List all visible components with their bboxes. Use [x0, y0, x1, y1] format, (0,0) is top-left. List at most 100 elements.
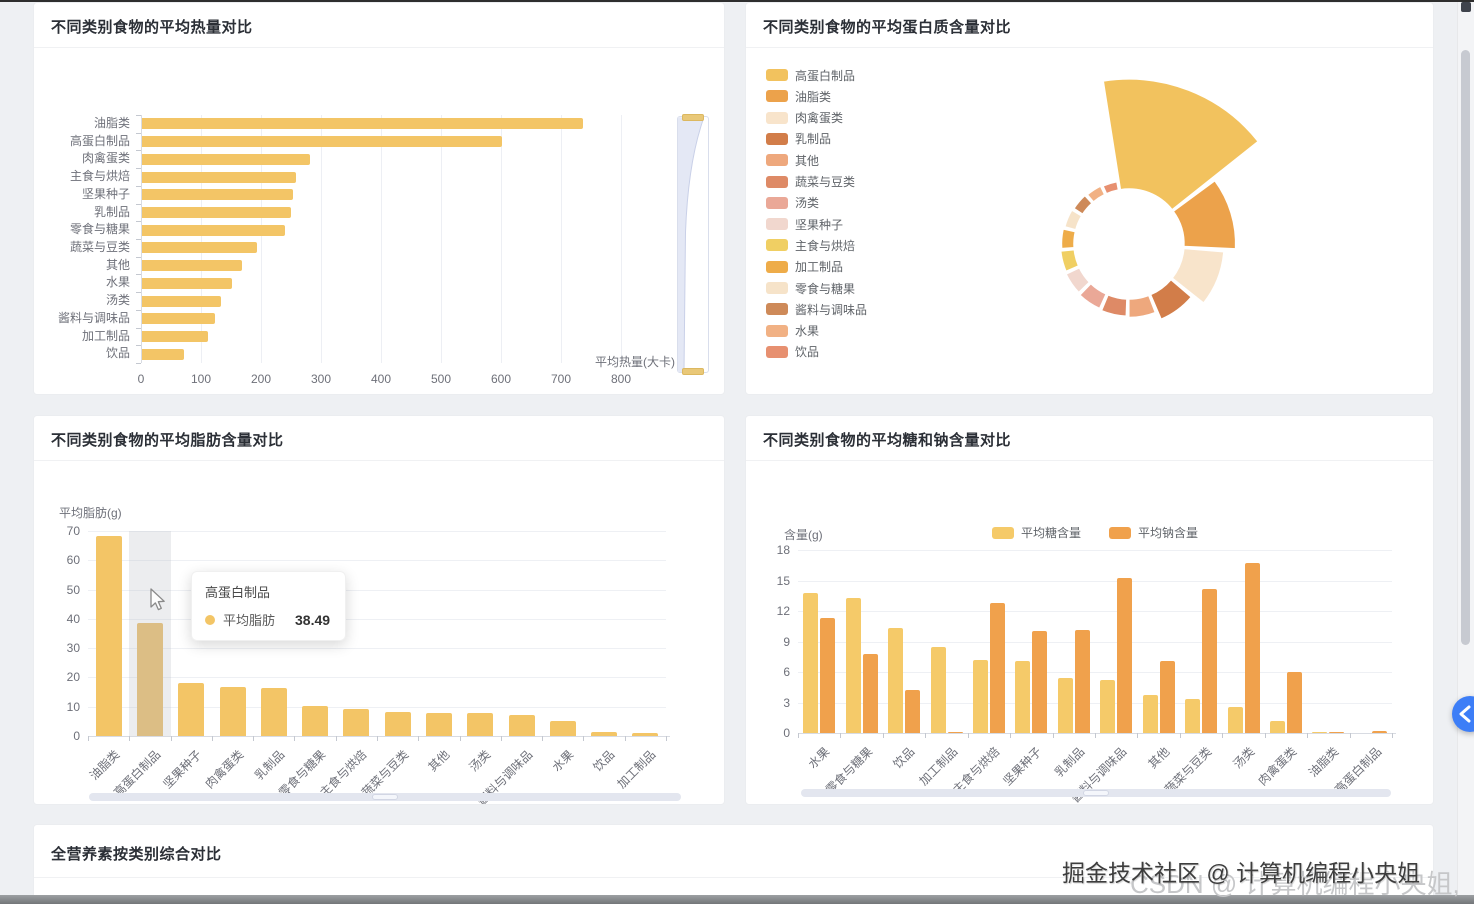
rose-slice-5[interactable]: [1100, 294, 1128, 317]
bar-1-6[interactable]: [1074, 630, 1090, 733]
legend-item-12[interactable]: 水果: [766, 323, 819, 339]
legend-item-7[interactable]: 坚果种子: [766, 216, 843, 232]
bar-3[interactable]: [142, 171, 297, 183]
bar-1-13[interactable]: [1371, 730, 1387, 733]
bar-0-7[interactable]: [1100, 680, 1116, 733]
bar-12[interactable]: [142, 330, 208, 342]
bar-0-2[interactable]: [888, 628, 904, 733]
bar-1-0[interactable]: [820, 618, 836, 733]
rose-slice-11[interactable]: [1073, 194, 1093, 215]
bar-0-10[interactable]: [1227, 706, 1243, 733]
page-scrollbar-thumb[interactable]: [1461, 50, 1470, 645]
legend-item-6[interactable]: 汤类: [766, 195, 819, 211]
datazoom-scrollbar-handle[interactable]: [372, 794, 398, 800]
rose-slice-0[interactable]: [1102, 78, 1259, 211]
bar-8[interactable]: [425, 713, 452, 736]
legend-label: 高蛋白制品: [795, 68, 856, 83]
bar-8[interactable]: [142, 260, 242, 272]
bar-9[interactable]: [467, 713, 494, 736]
bar-1[interactable]: [142, 136, 502, 148]
bar-0-11[interactable]: [1269, 720, 1285, 733]
bar-0-0[interactable]: [803, 592, 819, 733]
rose-slice-9[interactable]: [1060, 228, 1077, 250]
bar-7[interactable]: [142, 242, 257, 254]
bar-0-4[interactable]: [972, 659, 988, 733]
legend-item-10[interactable]: 零食与糖果: [766, 280, 855, 296]
datazoom-handle-bottom[interactable]: [682, 368, 704, 375]
rose-slice-4[interactable]: [1128, 294, 1157, 319]
bar-10[interactable]: [142, 295, 221, 307]
rose-slice-12[interactable]: [1086, 185, 1106, 203]
gridline: [798, 641, 1392, 643]
bar-13[interactable]: [142, 348, 184, 360]
datazoom-slider-vertical[interactable]: [677, 114, 709, 375]
datazoom-scrollbar[interactable]: [89, 793, 681, 801]
bar-0-1[interactable]: [845, 597, 861, 733]
bar-5[interactable]: [302, 705, 329, 736]
bar-2[interactable]: [178, 682, 205, 736]
legend-item-1[interactable]: 平均钠含量: [1109, 524, 1198, 541]
legend-item-11[interactable]: 酱料与调味品: [766, 301, 867, 317]
bar-11[interactable]: [549, 720, 576, 736]
x-tick-label: 800: [610, 372, 632, 386]
legend-item-0[interactable]: 高蛋白制品: [766, 67, 855, 83]
bar-9[interactable]: [142, 277, 232, 289]
bar-1-3[interactable]: [947, 731, 963, 733]
legend-item-5[interactable]: 蔬菜与豆类: [766, 174, 855, 190]
bar-0-9[interactable]: [1185, 699, 1201, 733]
bar-0-5[interactable]: [1015, 660, 1031, 733]
y-axis-tick: [136, 363, 141, 364]
bar-1[interactable]: [136, 623, 163, 736]
legend-item-9[interactable]: 加工制品: [766, 259, 843, 275]
bar-0-3[interactable]: [930, 646, 946, 733]
bar-0-12[interactable]: [1312, 732, 1328, 733]
bar-0[interactable]: [95, 536, 122, 736]
bar-0-6[interactable]: [1057, 678, 1073, 733]
bar-7[interactable]: [384, 712, 411, 736]
datazoom-scrollbar[interactable]: [801, 789, 1391, 797]
bar-6[interactable]: [343, 708, 370, 736]
bar-0-8[interactable]: [1142, 695, 1158, 733]
rose-slice-7[interactable]: [1065, 266, 1091, 294]
bar-11[interactable]: [142, 313, 215, 325]
rose-slice-10[interactable]: [1063, 209, 1083, 231]
bar-4[interactable]: [142, 189, 293, 201]
bar-1-4[interactable]: [989, 602, 1005, 733]
rose-slice-3[interactable]: [1149, 278, 1193, 321]
collapse-floating-button[interactable]: [1452, 696, 1474, 732]
datazoom-handle-top[interactable]: [682, 114, 704, 121]
legend-item-13[interactable]: 饮品: [766, 344, 819, 360]
legend-item-0[interactable]: 平均糖含量: [991, 524, 1081, 541]
bar-5[interactable]: [142, 206, 291, 218]
bar-2[interactable]: [142, 153, 310, 165]
rose-slice-13[interactable]: [1102, 180, 1120, 195]
bar-1-7[interactable]: [1117, 578, 1133, 733]
rose-slice-8[interactable]: [1059, 248, 1080, 273]
bar-0[interactable]: [142, 118, 583, 130]
bar-4[interactable]: [260, 688, 287, 736]
datazoom-scrollbar-handle[interactable]: [1083, 790, 1109, 796]
bar-3[interactable]: [219, 686, 246, 736]
bar-1-1[interactable]: [862, 653, 878, 733]
bar-1-9[interactable]: [1202, 588, 1218, 733]
bar-1-5[interactable]: [1032, 631, 1048, 733]
bar-1-8[interactable]: [1159, 660, 1175, 733]
x-axis-tick: [500, 736, 502, 741]
bar-10[interactable]: [508, 714, 535, 736]
bar-6[interactable]: [142, 224, 285, 236]
rose-slice-6[interactable]: [1078, 282, 1107, 310]
legend-item-2[interactable]: 肉禽蛋类: [766, 110, 843, 126]
legend-item-1[interactable]: 油脂类: [766, 88, 831, 104]
bar-1-2[interactable]: [905, 690, 921, 733]
bar-12[interactable]: [591, 731, 618, 736]
legend-item-3[interactable]: 乳制品: [766, 131, 831, 147]
legend-item-4[interactable]: 其他: [766, 152, 819, 168]
rose-slice-1[interactable]: [1172, 179, 1237, 250]
page-scrollbar-track[interactable]: [1457, 0, 1474, 895]
rose-slice-2[interactable]: [1171, 247, 1225, 304]
legend-item-8[interactable]: 主食与烘焙: [766, 237, 855, 253]
bar-13[interactable]: [632, 733, 659, 736]
bar-1-10[interactable]: [1244, 563, 1260, 733]
bar-1-12[interactable]: [1329, 732, 1345, 733]
bar-1-11[interactable]: [1286, 672, 1302, 733]
